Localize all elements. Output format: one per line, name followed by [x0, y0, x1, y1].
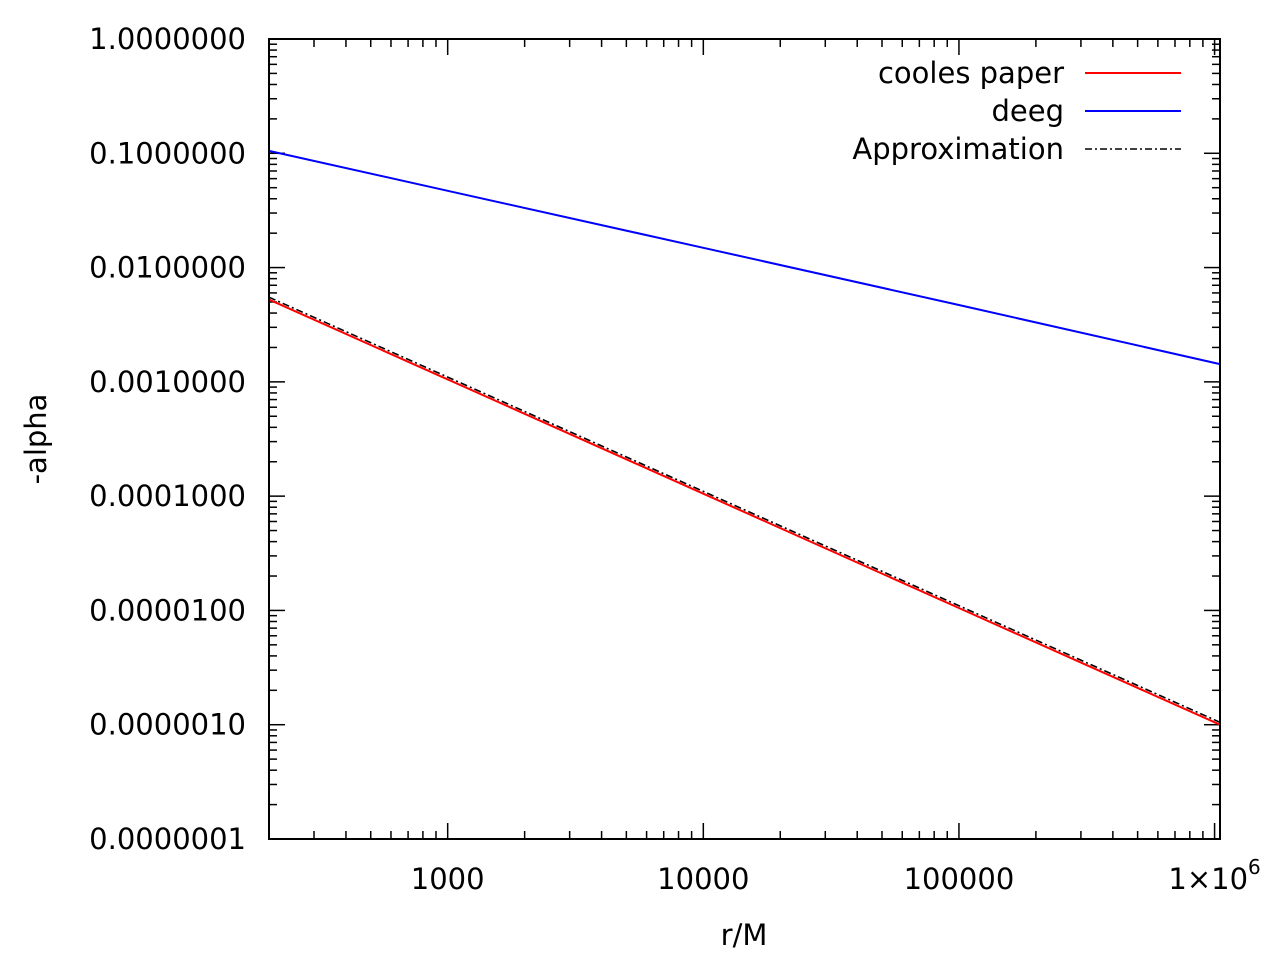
y-tick-label: 0.1000000: [89, 136, 246, 170]
x-tick-label-base: 1×10: [1168, 862, 1248, 896]
x-tick-label: 100000: [904, 862, 1015, 896]
y-tick-label: 0.0010000: [89, 365, 246, 399]
legend-label: deeg: [992, 94, 1065, 128]
series-layer: [268, 149, 1221, 726]
y-tick-labels: 1.0000000 0.1000000 0.0100000 0.0010000 0.00…: [89, 22, 246, 856]
y-axis-label: -alpha: [19, 394, 53, 485]
x-tick-labels: 1000 10000 100000 1×106: [411, 855, 1261, 896]
y-tick-label: 0.0000100: [89, 593, 246, 627]
y-tick-label: 0.0001000: [89, 479, 246, 513]
x-axis-label: r/M: [721, 918, 768, 952]
legend-label: Approximation: [852, 132, 1064, 166]
x-tick-label-base: 1000: [411, 862, 485, 896]
x-tick-label: 1000: [411, 862, 485, 896]
x-tick-label-base: 10000: [657, 862, 749, 896]
series-line-cooles-paper: [268, 298, 1221, 726]
legend: cooles paper deeg Approximation: [852, 56, 1181, 166]
x-tick-label: 10000: [657, 862, 749, 896]
x-tick-label-exponent: 6: [1248, 855, 1261, 879]
y-tick-label: 1.0000000: [89, 22, 246, 56]
plot-frame: [268, 38, 1221, 840]
y-tick-label: 0.0000001: [89, 822, 246, 856]
series-line-deeg: [268, 149, 1221, 366]
x-tick-label: 1×106: [1168, 855, 1260, 896]
series-line-approximation: [268, 296, 1221, 724]
x-tick-label-base: 100000: [904, 862, 1015, 896]
y-tick-label: 0.0000010: [89, 708, 246, 742]
y-tick-label: 0.0100000: [89, 251, 246, 285]
legend-label: cooles paper: [878, 56, 1064, 90]
